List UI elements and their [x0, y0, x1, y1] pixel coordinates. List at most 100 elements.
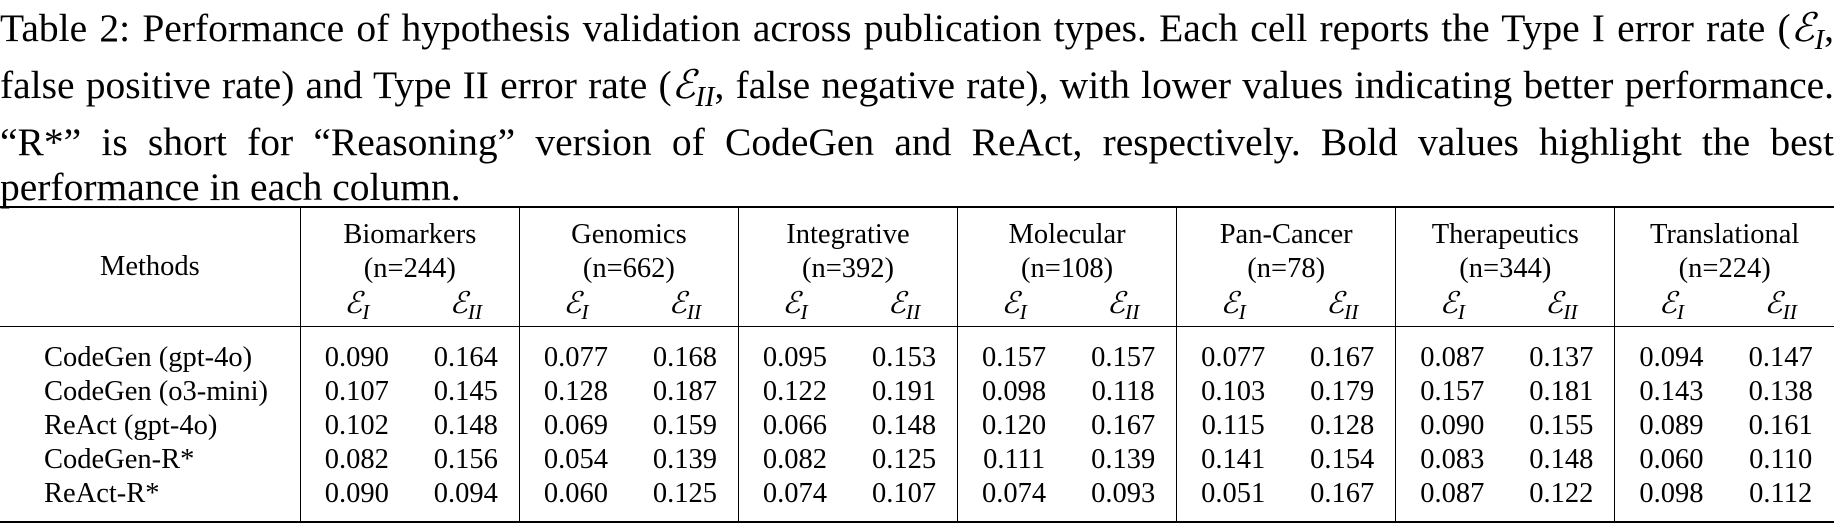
type-one-error-header: ℰI [737, 286, 852, 327]
table-cell: 0.112 [1727, 477, 1834, 523]
table-cell: 0.077 [518, 326, 632, 375]
table-cell: 0.155 [1529, 410, 1594, 441]
table-cell: 0.191 [871, 376, 937, 407]
table-cell: 0.125 [631, 477, 739, 523]
table-cell: 0.111 [957, 443, 1071, 477]
method-name: ReAct-R* [0, 477, 301, 523]
group-name: Genomics [571, 219, 687, 250]
type-one-error-header: ℰI [299, 286, 413, 327]
results-table: Methods Biomarkers (n=244) Genomics (n=662) I… [0, 206, 1834, 523]
group-name: Biomarkers [343, 219, 477, 250]
table-cell: 0.157 [1395, 375, 1509, 409]
group-count: (n=344) [1459, 253, 1552, 284]
type-two-error-header: ℰII [1325, 286, 1359, 325]
table-cell: 0.090 [299, 477, 413, 523]
group-header-integrative: Integrative (n=392) [737, 206, 958, 286]
table-row: ReAct-R* 0.090 0.094 0.060 0.125 0.074 0.107 0.… [0, 477, 1834, 523]
group-count: (n=244) [363, 253, 456, 284]
table-cell: 0.110 [1749, 444, 1813, 475]
table-cell: 0.066 [737, 409, 852, 443]
table-cell: 0.141 [1176, 443, 1290, 477]
table-cell: 0.122 [737, 375, 852, 409]
table-cell: 0.089 [1614, 409, 1728, 443]
table-cell: 0.115 [1176, 409, 1290, 443]
type-one-error-header: ℰI [518, 286, 632, 327]
table-row: CodeGen-R* 0.082 0.156 0.054 0.139 0.082 0.125… [0, 443, 1834, 477]
group-header-pan-cancer: Pan-Cancer (n=78) [1176, 206, 1396, 286]
group-count: (n=662) [582, 253, 675, 284]
table-cell: 0.094 [1614, 326, 1728, 375]
table-cell: 0.128 [1310, 410, 1375, 441]
group-count: (n=108) [1021, 253, 1114, 284]
type-two-error-header: ℰII [668, 286, 702, 325]
group-header-therapeutics: Therapeutics (n=344) [1395, 206, 1615, 286]
table-cell: 0.051 [1176, 477, 1290, 523]
table-cell: 0.095 [737, 326, 852, 375]
table-cell: 0.153 [851, 326, 958, 375]
method-name: CodeGen-R* [44, 444, 195, 475]
table-cell: 0.128 [518, 375, 632, 409]
group-header-translational: Translational (n=224) [1614, 206, 1834, 286]
table-caption: Table 2: Performance of hypothesis valid… [0, 6, 1834, 210]
group-header-molecular: Molecular (n=108) [957, 206, 1177, 286]
caption-text-1: Performance of hypothesis validation acr… [130, 6, 1791, 50]
type-two-error-header: ℰII [1764, 286, 1797, 325]
type-two-error-header: ℰII [449, 286, 483, 325]
caption-text-3: , false negative rate), with lower value… [0, 62, 1835, 209]
table-cell: 0.090 [299, 326, 413, 375]
table-cell: 0.161 [1748, 410, 1813, 441]
table-cell: 0.120 [957, 409, 1071, 443]
table-cell: 0.168 [631, 326, 739, 375]
table-cell: 0.181 [1529, 376, 1594, 407]
table-cell: 0.159 [652, 410, 717, 441]
table-cell: 0.060 [518, 477, 632, 523]
table-cell: 0.139 [652, 444, 717, 475]
table-cell: 0.167 [1289, 477, 1396, 523]
table-cell: 0.087 [1395, 326, 1509, 375]
type-two-error-header: ℰII [887, 286, 921, 325]
group-name: Integrative [786, 219, 910, 250]
table-cell: 0.137 [1508, 326, 1615, 375]
table-cell: 0.148 [433, 410, 498, 441]
table-cell: 0.167 [1091, 410, 1156, 441]
table-cell: 0.122 [1508, 477, 1615, 523]
group-name: Molecular [1008, 219, 1126, 250]
table-cell: 0.156 [433, 444, 498, 475]
table-cell: 0.148 [871, 410, 937, 441]
table-cell: 0.138 [1748, 376, 1813, 407]
group-header-genomics: Genomics (n=662) [518, 206, 739, 286]
table-row: ReAct (gpt-4o) 0.102 0.148 0.069 0.159 0.066 0… [0, 409, 1834, 443]
table-cell: 0.148 [1529, 444, 1594, 475]
table-cell: 0.094 [412, 477, 520, 523]
group-name: Therapeutics [1431, 219, 1579, 250]
table-cell: 0.082 [737, 443, 852, 477]
method-name: CodeGen (o3-mini) [44, 376, 268, 407]
type-one-error-header: ℰI [957, 286, 1071, 327]
table-cell: 0.107 [299, 375, 413, 409]
table-cell: 0.147 [1727, 326, 1834, 375]
table-cell: 0.074 [737, 477, 852, 523]
group-header-biomarkers: Biomarkers (n=244) [299, 206, 520, 286]
table-cell: 0.098 [1614, 477, 1728, 523]
table-cell: 0.060 [1614, 443, 1728, 477]
table-row: CodeGen (o3-mini) 0.107 0.145 0.128 0.187 0.1… [0, 375, 1834, 409]
methods-header: Methods [0, 206, 301, 327]
group-count: (n=78) [1247, 253, 1326, 284]
table-cell: 0.125 [871, 444, 937, 475]
type-one-error-header: ℰI [1176, 286, 1290, 327]
caption-text-2: , false positive rate) and Type II error… [0, 6, 1834, 107]
table-cell: 0.082 [299, 443, 413, 477]
table-row: CodeGen (gpt-4o) 0.090 0.164 0.077 0.168 0.09… [0, 326, 1834, 375]
table-cell: 0.139 [1091, 444, 1156, 475]
caption-label: Table 2: [0, 6, 131, 50]
table-cell: 0.179 [1310, 376, 1375, 407]
type-two-error-header: ℰII [1545, 286, 1578, 325]
table-cell: 0.145 [433, 376, 498, 407]
table-cell: 0.090 [1395, 409, 1509, 443]
table-cell: 0.118 [1091, 376, 1155, 407]
table-cell: 0.093 [1070, 477, 1177, 523]
table-cell: 0.069 [518, 409, 632, 443]
type-two-error-header: ℰII [1106, 286, 1140, 325]
table-cell: 0.107 [851, 477, 958, 523]
